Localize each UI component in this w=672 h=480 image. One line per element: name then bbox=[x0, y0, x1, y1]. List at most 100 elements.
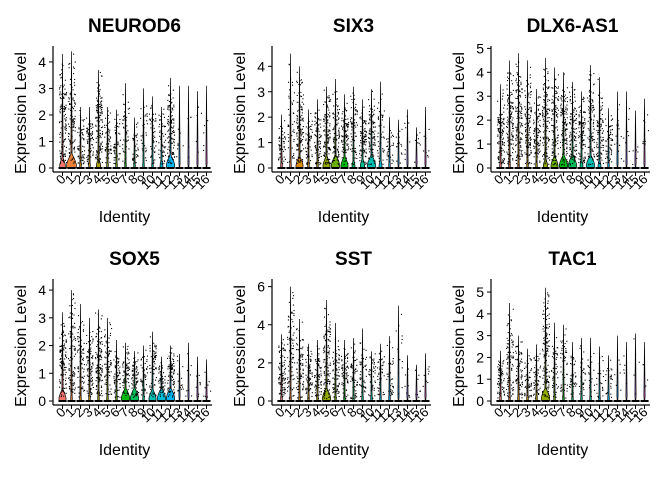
expression-point bbox=[291, 366, 293, 368]
expression-point bbox=[68, 386, 70, 388]
expression-point bbox=[135, 393, 137, 395]
expression-point bbox=[377, 152, 379, 154]
expression-point bbox=[337, 109, 339, 111]
expression-point bbox=[159, 130, 161, 132]
expression-point bbox=[119, 366, 121, 368]
expression-point bbox=[548, 131, 550, 133]
expression-point bbox=[298, 161, 300, 163]
expression-point bbox=[528, 129, 530, 131]
expression-point bbox=[569, 135, 571, 137]
expression-point bbox=[502, 142, 504, 144]
expression-point bbox=[583, 161, 585, 163]
expression-point bbox=[90, 150, 92, 152]
expression-point bbox=[108, 394, 110, 396]
expression-point bbox=[344, 128, 346, 130]
expression-point bbox=[65, 162, 67, 164]
expression-point bbox=[74, 146, 76, 148]
expression-point bbox=[501, 122, 503, 124]
expression-point bbox=[534, 135, 536, 137]
expression-point bbox=[508, 118, 510, 120]
expression-point bbox=[546, 156, 548, 158]
expression-point bbox=[316, 118, 318, 120]
expression-point bbox=[569, 163, 571, 165]
expression-point bbox=[380, 124, 382, 126]
expression-point bbox=[517, 143, 519, 145]
expression-point bbox=[539, 139, 541, 141]
expression-point bbox=[329, 136, 331, 138]
expression-point bbox=[563, 93, 565, 95]
expression-point bbox=[508, 154, 510, 156]
expression-point bbox=[525, 131, 527, 133]
expression-point bbox=[133, 157, 135, 159]
expression-point bbox=[309, 146, 311, 148]
expression-point bbox=[71, 158, 73, 160]
expression-point bbox=[380, 114, 382, 116]
expression-point bbox=[328, 149, 330, 151]
expression-point bbox=[126, 373, 128, 375]
expression-point bbox=[298, 103, 300, 105]
expression-point bbox=[325, 135, 327, 137]
zero-points bbox=[358, 167, 367, 169]
expression-point bbox=[336, 124, 338, 126]
zero-points bbox=[277, 167, 286, 169]
expression-point bbox=[593, 122, 595, 124]
expression-point bbox=[296, 71, 298, 73]
expression-point bbox=[173, 360, 175, 362]
expression-point bbox=[338, 133, 340, 135]
expression-point bbox=[171, 115, 173, 117]
expression-point bbox=[545, 126, 547, 128]
expression-point bbox=[583, 157, 585, 159]
expression-point bbox=[117, 389, 119, 391]
expression-point bbox=[305, 157, 307, 159]
expression-point bbox=[60, 158, 62, 160]
expression-point bbox=[323, 145, 325, 147]
expression-point bbox=[607, 157, 609, 159]
expression-point bbox=[616, 124, 618, 126]
expression-point bbox=[315, 112, 317, 114]
expression-point bbox=[99, 341, 101, 343]
expression-point bbox=[543, 154, 545, 156]
expression-point bbox=[592, 158, 594, 160]
expression-point bbox=[134, 386, 136, 388]
expression-point bbox=[278, 128, 280, 130]
expression-point bbox=[101, 390, 103, 392]
expression-point bbox=[284, 369, 286, 371]
expression-point bbox=[161, 119, 163, 121]
expression-point bbox=[70, 331, 72, 333]
expression-point bbox=[392, 160, 394, 162]
expression-point bbox=[169, 392, 171, 394]
expression-point bbox=[598, 129, 600, 131]
expression-point bbox=[77, 146, 79, 148]
expression-point bbox=[287, 140, 289, 142]
expression-point bbox=[80, 159, 82, 161]
expression-point bbox=[308, 136, 310, 138]
expression-point bbox=[60, 391, 62, 393]
expression-point bbox=[279, 369, 281, 371]
expression-point bbox=[170, 162, 172, 164]
expression-point bbox=[566, 128, 568, 130]
expression-point bbox=[347, 137, 349, 139]
expression-point bbox=[69, 103, 71, 105]
expression-point bbox=[361, 150, 363, 152]
expression-point bbox=[284, 349, 286, 351]
expression-point bbox=[133, 396, 135, 398]
expression-point bbox=[562, 111, 564, 113]
expression-point bbox=[60, 104, 62, 106]
expression-point bbox=[283, 388, 285, 390]
x-axis-label: Identity bbox=[537, 209, 589, 226]
expression-point bbox=[582, 127, 584, 129]
expression-point bbox=[107, 337, 109, 339]
expression-point bbox=[171, 375, 173, 377]
expression-point bbox=[71, 136, 73, 138]
zero-points bbox=[523, 167, 532, 169]
expression-point bbox=[162, 382, 164, 384]
expression-point bbox=[60, 105, 62, 107]
expression-point bbox=[533, 142, 535, 144]
panel-neurod6: NEUROD601234012345678910111213141516Iden… bbox=[13, 16, 213, 226]
expression-point bbox=[114, 366, 116, 368]
expression-point bbox=[127, 369, 129, 371]
expression-point bbox=[136, 366, 138, 368]
expression-point bbox=[113, 147, 115, 149]
expression-point bbox=[537, 141, 539, 143]
